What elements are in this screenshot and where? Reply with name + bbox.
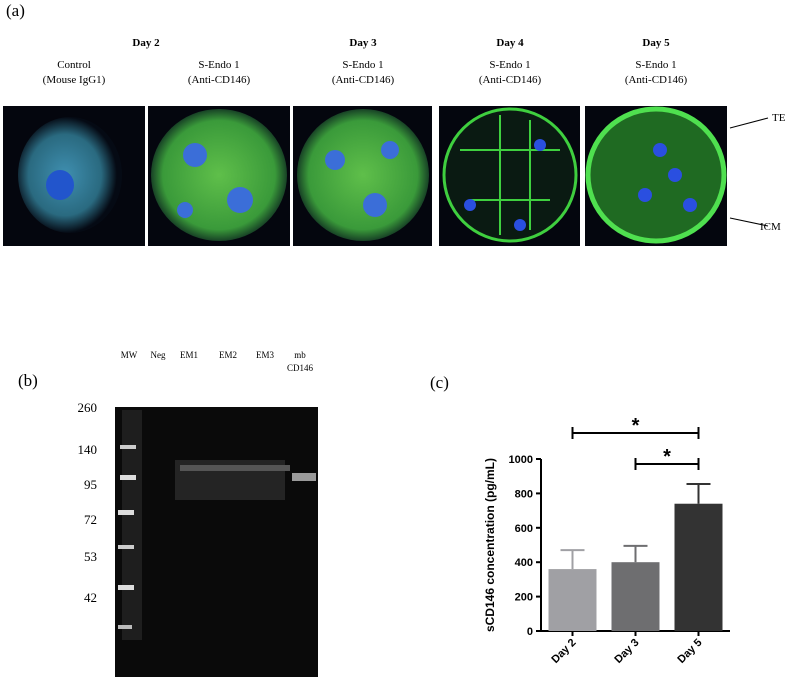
lane-label: CD146 xyxy=(287,363,314,373)
condition-label: S-Endo 1 xyxy=(198,59,239,71)
mw-marker: 140 xyxy=(78,442,98,457)
western-blot xyxy=(115,407,318,677)
condition-label: S-Endo 1 xyxy=(342,59,383,71)
y-tick-label: 800 xyxy=(515,488,533,500)
bar xyxy=(548,569,597,631)
panel-label: (a) xyxy=(6,1,25,20)
condition-label: (Anti-CD146) xyxy=(479,74,542,86)
annotation: TE xyxy=(772,112,786,124)
y-tick-label: 0 xyxy=(527,626,533,638)
mw-marker: 53 xyxy=(84,549,97,564)
condition-label: Control xyxy=(57,59,91,71)
annotation: ICM xyxy=(760,221,781,233)
condition-label: (Mouse IgG1) xyxy=(43,74,106,86)
y-tick-label: 600 xyxy=(515,523,533,535)
lane-label: EM1 xyxy=(180,350,198,360)
x-tick-label: Day 2 xyxy=(549,637,578,666)
day-header: Day 5 xyxy=(642,37,670,49)
day-header: Day 4 xyxy=(496,37,524,49)
panel-label: (b) xyxy=(18,371,38,390)
y-tick-label: 1000 xyxy=(509,454,533,466)
day-header: Day 3 xyxy=(349,37,377,49)
mw-marker: 260 xyxy=(78,400,98,415)
y-tick-label: 400 xyxy=(515,557,533,569)
day-header: Day 2 xyxy=(132,37,160,49)
condition-label: (Anti-CD146) xyxy=(332,74,395,86)
x-tick-label: Day 3 xyxy=(612,637,641,666)
panel-label: (c) xyxy=(430,373,449,392)
mw-marker: 42 xyxy=(84,590,97,605)
condition-label: (Anti-CD146) xyxy=(188,74,251,86)
mw-marker: 95 xyxy=(84,477,97,492)
lane-label: EM3 xyxy=(256,350,275,360)
significance-label: * xyxy=(663,446,671,468)
x-tick-label: Day 5 xyxy=(675,637,704,666)
lane-label: EM2 xyxy=(219,350,237,360)
bar xyxy=(611,562,660,631)
lane-label: mb xyxy=(294,350,306,360)
condition-label: (Anti-CD146) xyxy=(625,74,688,86)
y-tick-label: 200 xyxy=(515,592,533,604)
lane-label: MW xyxy=(121,350,138,360)
micrographs xyxy=(3,106,727,246)
condition-label: S-Endo 1 xyxy=(489,59,530,71)
lane-label: Neg xyxy=(151,350,166,360)
mw-marker: 72 xyxy=(84,512,97,527)
y-axis-title: sCD146 concentration (pg/mL) xyxy=(483,458,497,632)
condition-label: S-Endo 1 xyxy=(635,59,676,71)
significance-label: * xyxy=(632,415,640,437)
bar xyxy=(674,503,723,631)
